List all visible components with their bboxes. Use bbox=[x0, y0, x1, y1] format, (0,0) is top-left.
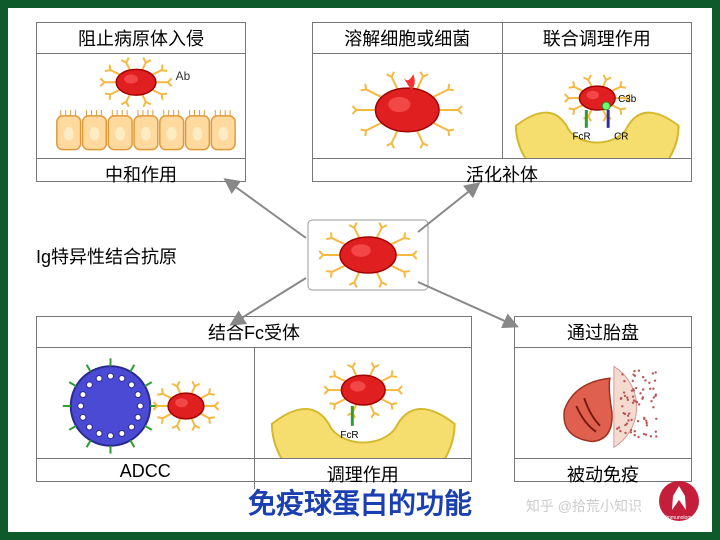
immunology-logo: Immunology bbox=[658, 480, 700, 522]
complement-left bbox=[313, 54, 502, 158]
panel-body: Ab bbox=[37, 54, 245, 158]
panel-header: 通过胎盘 bbox=[515, 317, 691, 348]
svg-text:FcR: FcR bbox=[340, 430, 358, 441]
neutralize-illustration: Ab bbox=[37, 54, 245, 158]
adcc-illustration bbox=[37, 348, 254, 458]
watermark-text: 知乎 @拾荒小知识 bbox=[526, 496, 642, 516]
panel-complement: 溶解细胞或细菌 联合调理作用 FcRCRC3b 活化补体 bbox=[312, 22, 692, 182]
panel-body bbox=[515, 348, 691, 458]
panel-body: FcR CR C3b bbox=[313, 54, 691, 158]
placenta-illustration bbox=[515, 348, 691, 458]
svg-text:C3b: C3b bbox=[618, 94, 637, 105]
panel-header: 结合Fc受体 bbox=[37, 317, 471, 348]
panel-header-row: 溶解细胞或细菌 联合调理作用 bbox=[313, 23, 691, 54]
panel-fc: 结合Fc受体 FcR ADCC 调理作用 bbox=[36, 316, 472, 482]
panel-placenta: 通过胎盘 被动免疫 bbox=[514, 316, 692, 482]
lysis-illustration bbox=[313, 54, 502, 158]
svg-text:Immunology: Immunology bbox=[665, 515, 693, 521]
svg-text:Ab: Ab bbox=[176, 69, 191, 83]
opsonize-illustration: FcR bbox=[255, 348, 472, 458]
svg-text:CR: CR bbox=[614, 132, 628, 143]
adcc-cell bbox=[37, 348, 254, 458]
panel-footer: 活化补体 bbox=[313, 158, 691, 189]
opsonize-cell: FcR bbox=[254, 348, 472, 458]
opsonize-complement-illustration: FcR CR C3b bbox=[503, 54, 692, 158]
complement-right: FcR CR C3b bbox=[502, 54, 692, 158]
panel-header-right: 联合调理作用 bbox=[502, 23, 692, 54]
panel-body: FcR bbox=[37, 348, 471, 458]
panel-header: 阻止病原体入侵 bbox=[37, 23, 245, 54]
outer-frame: 阻止病原体入侵 Ab 中和作用 溶解细胞或细菌 联合调理作用 FcRCRC3b … bbox=[0, 0, 720, 540]
svg-text:FcR: FcR bbox=[572, 132, 590, 143]
ig-binding-label: Ig特异性结合抗原 bbox=[36, 243, 177, 269]
panel-footer: 中和作用 bbox=[37, 158, 245, 189]
panel-header-left: 溶解细胞或细菌 bbox=[313, 23, 502, 54]
panel-neutralize: 阻止病原体入侵 Ab 中和作用 bbox=[36, 22, 246, 182]
